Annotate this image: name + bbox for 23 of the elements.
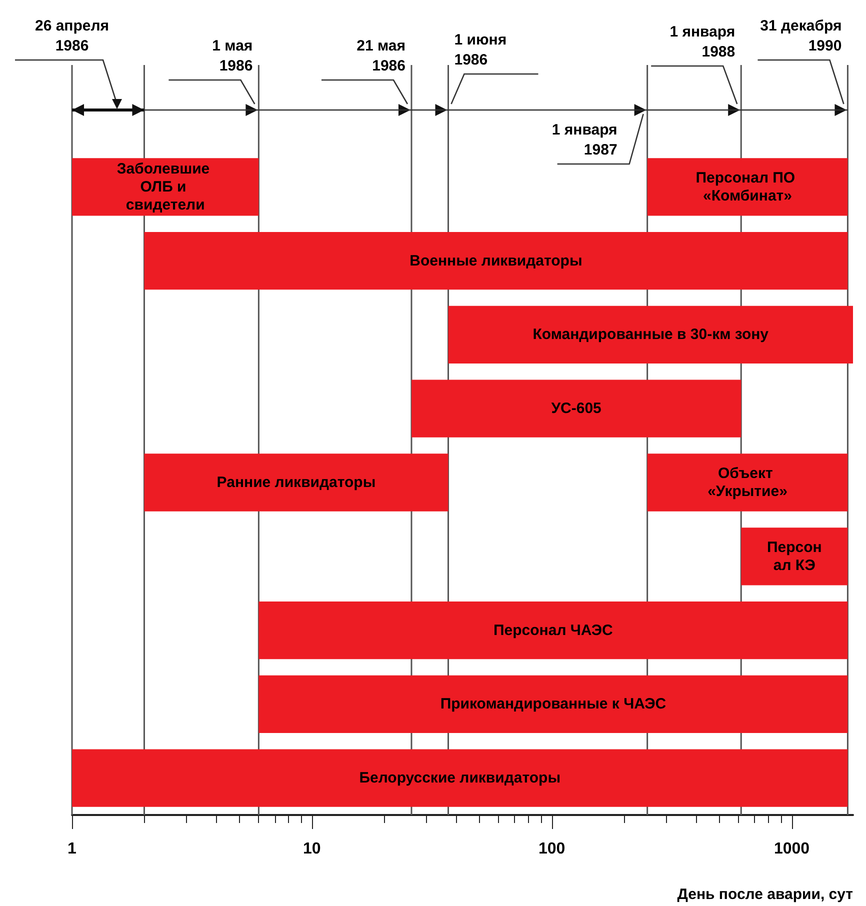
series-label: Командированные в 30-км зону bbox=[532, 326, 770, 344]
ref-line-label: 1 июня 1986 bbox=[454, 32, 507, 68]
series-label: Объект «Укрытие» bbox=[708, 465, 788, 500]
series-label: Белорусские ликвидаторы bbox=[359, 770, 561, 787]
ref-line-label: 1 января 1988 bbox=[670, 24, 736, 60]
ref-line-label: 1 мая 1986 bbox=[212, 38, 253, 74]
series-label: УС-605 bbox=[551, 400, 602, 418]
x-axis-title: День после аварии, сут bbox=[677, 886, 853, 903]
series-label: Ранние ликвидаторы bbox=[216, 474, 376, 491]
ref-line-label: 26 апреля 1986 bbox=[34, 18, 110, 54]
series-label: Персонал ЧАЭС bbox=[494, 622, 614, 639]
x-tick-label: 1 bbox=[68, 840, 77, 858]
series-label: Заболевшие ОЛБ и свидетели bbox=[116, 160, 214, 214]
ref-line-label: 1 января 1987 bbox=[552, 122, 618, 158]
ref-line-label: 21 мая 1986 bbox=[356, 38, 406, 74]
series-label: Прикомандированные к ЧАЭС bbox=[440, 696, 666, 713]
x-tick-label: 100 bbox=[538, 840, 566, 858]
series-label: Военные ликвидаторы bbox=[410, 252, 582, 270]
x-tick-label: 10 bbox=[303, 840, 321, 858]
series-label: Персонал КЭ bbox=[766, 538, 822, 574]
ref-line-label: 31 декабря 1990 bbox=[760, 18, 842, 54]
x-tick-label: 1000 bbox=[774, 840, 810, 858]
series-label: Персонал ПО «Комбинат» bbox=[696, 169, 800, 204]
